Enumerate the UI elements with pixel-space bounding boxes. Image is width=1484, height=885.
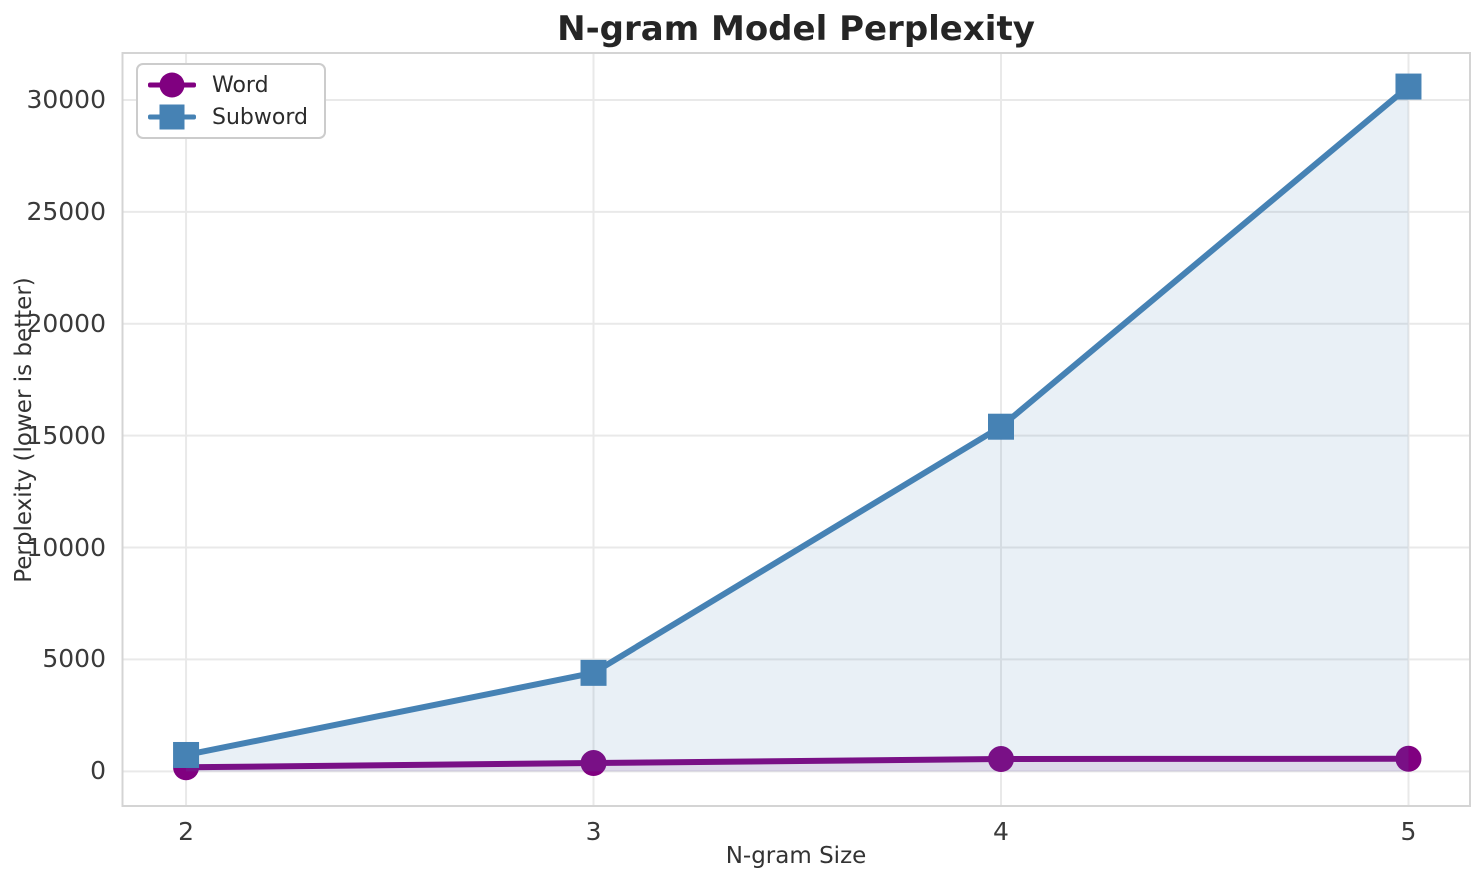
data-point-word <box>1395 745 1422 772</box>
data-point-subword <box>580 659 607 686</box>
data-point-subword <box>1395 73 1422 100</box>
word-line-circle-marker-icon <box>146 70 198 100</box>
x-tick-label: 4 <box>993 817 1009 846</box>
x-tick-label: 5 <box>1400 817 1417 846</box>
data-point-word <box>988 746 1015 773</box>
series-fill-subword <box>186 86 1409 772</box>
series-line-subword <box>183 83 1412 758</box>
legend-label-word: Word <box>212 72 269 98</box>
subword-line-square-marker-icon <box>146 102 198 132</box>
legend-label-subword: Subword <box>212 104 308 130</box>
y-tick-label: 30000 <box>26 84 106 114</box>
y-tick-label: 20000 <box>26 308 106 338</box>
data-point-subword <box>988 413 1015 440</box>
data-point-word <box>580 750 607 777</box>
legend: Word Subword <box>136 63 326 139</box>
x-axis-label: N-gram Size <box>725 843 867 869</box>
y-tick-label: 25000 <box>26 196 106 226</box>
y-tick-label: 0 <box>90 756 106 786</box>
x-tick-label: 3 <box>585 817 602 846</box>
y-tick-label: 5000 <box>42 644 106 674</box>
y-tick-label: 10000 <box>26 532 106 562</box>
data-point-subword <box>173 741 200 768</box>
legend-row-subword: Subword <box>146 102 308 132</box>
series-line-word <box>183 755 1412 771</box>
chart-title: N-gram Model Perplexity <box>557 9 1035 49</box>
plot-border <box>121 52 1471 807</box>
y-tick-label: 15000 <box>26 420 106 450</box>
x-tick-label: 2 <box>178 817 195 846</box>
legend-row-word: Word <box>146 70 308 100</box>
